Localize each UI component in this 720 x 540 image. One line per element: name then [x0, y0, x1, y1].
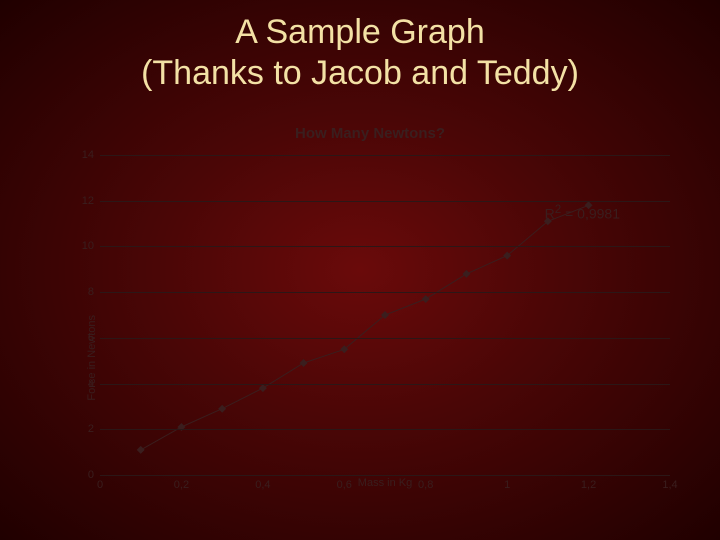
series-marker	[462, 270, 470, 278]
gridline	[100, 475, 670, 476]
x-axis-label: Mass in Kg	[358, 477, 412, 489]
x-tick-label: 0	[97, 479, 103, 491]
y-tick-label: 6	[88, 332, 94, 344]
series-marker	[300, 359, 308, 367]
plot-area: Force in Newtons Mass in Kg R2 = 0,9981 …	[100, 155, 670, 475]
title-line-1: A Sample Graph	[235, 13, 484, 51]
series-marker	[259, 384, 267, 392]
y-tick-label: 10	[82, 240, 94, 252]
y-tick-label: 4	[88, 378, 94, 390]
title-line-2: (Thanks to Jacob and Teddy)	[141, 54, 579, 92]
series-marker	[422, 295, 430, 303]
chart: How Many Newtons? Force in Newtons Mass …	[60, 125, 680, 525]
y-tick-label: 12	[82, 195, 94, 207]
x-tick-label: 1,4	[662, 479, 677, 491]
y-tick-label: 2	[88, 423, 94, 435]
y-tick-label: 14	[82, 149, 94, 161]
y-tick-label: 8	[88, 286, 94, 298]
x-tick-label: 1	[504, 479, 510, 491]
x-tick-label: 0,2	[174, 479, 189, 491]
gridline	[100, 246, 670, 247]
gridline	[100, 338, 670, 339]
gridline	[100, 429, 670, 430]
slide-title: A Sample Graph (Thanks to Jacob and Tedd…	[0, 12, 720, 94]
series-line	[141, 205, 589, 450]
gridline	[100, 292, 670, 293]
x-tick-label: 0,4	[255, 479, 270, 491]
series-marker	[137, 446, 145, 454]
gridline	[100, 155, 670, 156]
chart-series	[100, 155, 670, 475]
gridline	[100, 201, 670, 202]
series-marker	[585, 201, 593, 209]
y-tick-label: 0	[88, 469, 94, 481]
x-tick-label: 0,8	[418, 479, 433, 491]
chart-title: How Many Newtons?	[60, 125, 680, 142]
x-tick-label: 1,2	[581, 479, 596, 491]
x-tick-label: 0,6	[337, 479, 352, 491]
slide: A Sample Graph (Thanks to Jacob and Tedd…	[0, 0, 720, 540]
series-marker	[218, 405, 226, 413]
gridline	[100, 384, 670, 385]
